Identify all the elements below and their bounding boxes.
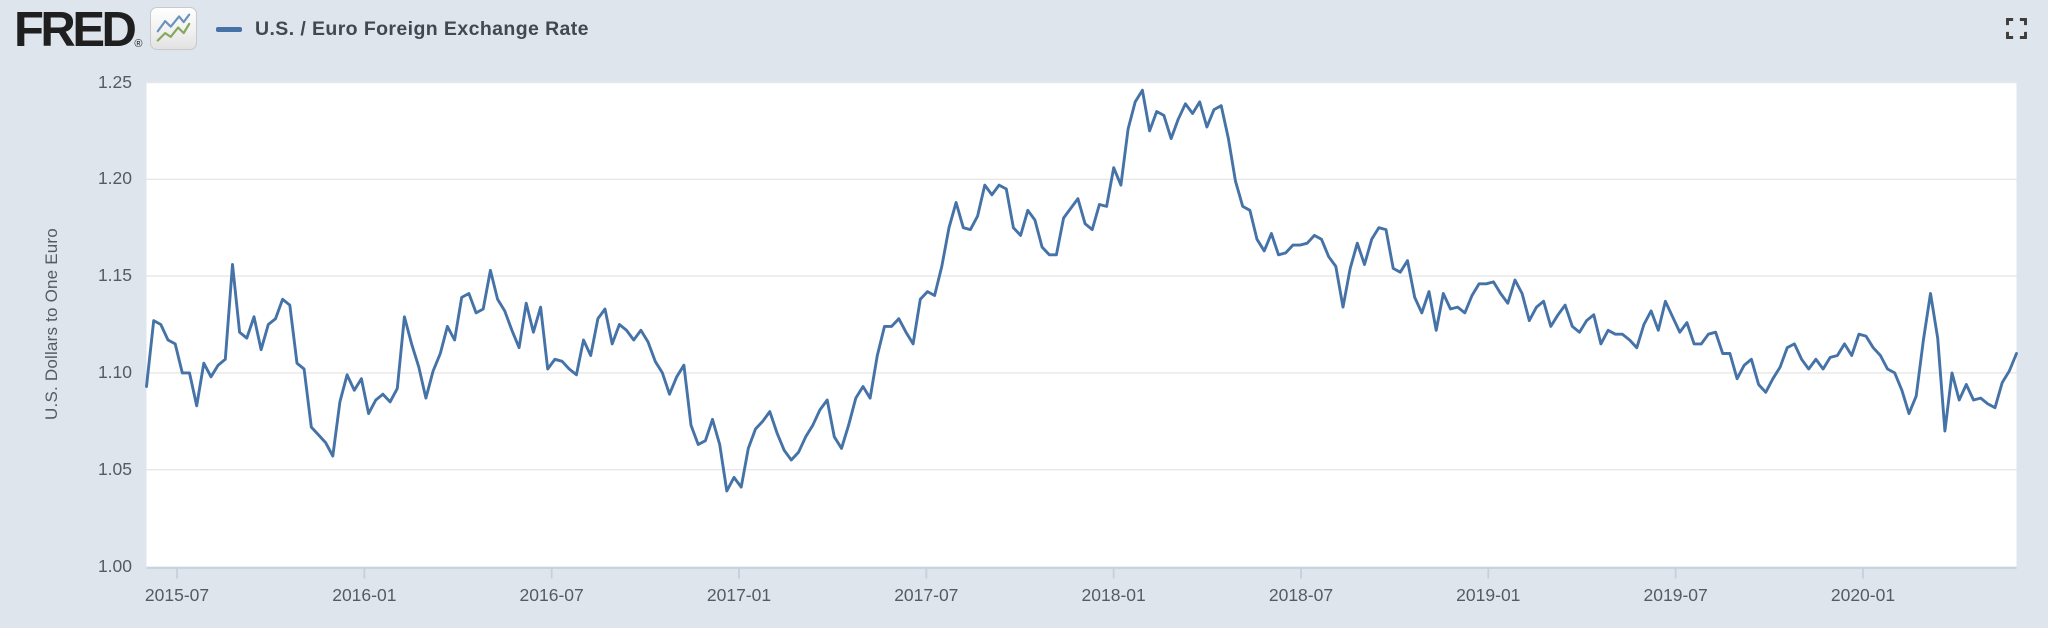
fullscreen-button[interactable] [2003,15,2030,42]
y-axis-tick-label: 1.15 [97,265,132,286]
fullscreen-icon [2006,18,2027,39]
series-color-swatch [216,27,242,32]
fred-logo-chart-icon [149,7,197,50]
y-axis-tick-label: 1.00 [97,555,132,576]
y-axis-tick-label: 1.10 [97,361,132,382]
x-axis-tick-label: 2018-07 [1268,585,1334,605]
y-axis-tick-label: 1.20 [97,168,132,189]
plot-background [146,82,2017,567]
x-axis-tick-label: 2016-07 [519,585,584,605]
x-axis-tick-label: 2019-01 [1456,585,1521,605]
x-axis-tick-labels: 2015-07 2016-01 2016-07 2017-01 2017-07 2018-… [0,585,2048,609]
series-title[interactable]: U.S. / Euro Foreign Exchange Rate [255,18,589,40]
fred-logo-text: FRED [14,3,137,57]
x-axis-tick-label: 2019-07 [1643,585,1708,605]
x-axis-tick-label: 2015-07 [144,585,210,605]
series-legend: U.S. / Euro Foreign Exchange Rate [216,18,589,41]
x-axis-tick-label: 2018-01 [1081,585,1146,605]
series-line [145,88,2018,493]
fred-logo[interactable]: FRED ® [14,3,197,57]
y-axis-tick-label: 1.25 [97,71,132,92]
x-axis-tick-label: 2020-01 [1830,585,1896,605]
y-axis-tick-label: 1.05 [97,458,132,479]
registered-trademark-symbol: ® [134,38,143,50]
x-axis-tick-label: 2017-01 [706,585,772,605]
x-axis-tick-label: 2017-07 [894,585,959,605]
y-axis-tick-labels: 1.00 1.05 1.10 1.15 1.20 1.25 [0,0,132,628]
x-axis-tick-label: 2016-01 [332,585,397,605]
